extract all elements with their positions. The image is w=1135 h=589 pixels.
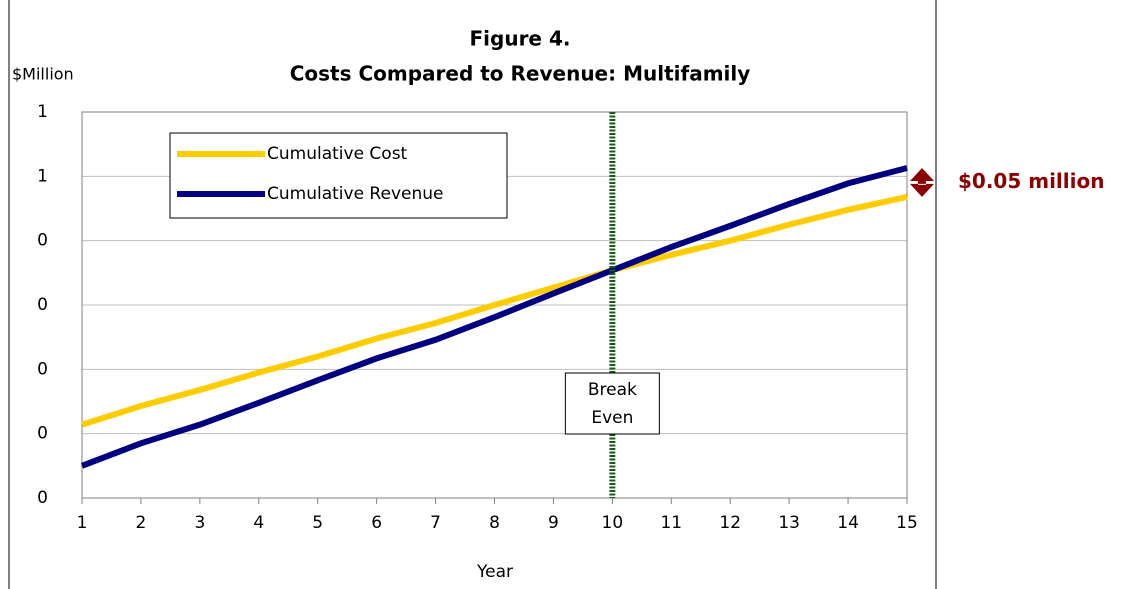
- series-line: [81, 193, 908, 428]
- x-tick-label: 11: [660, 513, 682, 533]
- x-axis-label: Year: [476, 562, 513, 582]
- y-tick-label: 1: [37, 102, 48, 122]
- x-tick-label: 3: [194, 513, 205, 533]
- x-tick-label: 1: [77, 513, 88, 533]
- x-tick-label: 14: [837, 513, 859, 533]
- y-axis-label: $Million: [12, 65, 74, 84]
- x-tick-label: 2: [136, 513, 147, 533]
- y-tick-label: 0: [37, 359, 48, 379]
- break-even-label: Break: [588, 380, 637, 400]
- chart-title: Figure 4.: [470, 27, 571, 51]
- x-tick-label: 5: [312, 513, 323, 533]
- x-tick-label: 13: [778, 513, 800, 533]
- x-tick-label: 15: [896, 513, 918, 533]
- break-even-box: [564, 372, 660, 435]
- gap-label: $0.05 million: [958, 169, 1104, 193]
- y-tick-label: 0: [37, 488, 48, 508]
- x-tick-label: 12: [719, 513, 741, 533]
- break-even-label: Even: [591, 408, 633, 428]
- legend-label: Cumulative Revenue: [267, 184, 443, 204]
- y-tick-label: 0: [37, 424, 48, 444]
- gap-arrow: [910, 167, 934, 197]
- legend-box: [169, 132, 508, 219]
- y-tick-label: 1: [37, 166, 48, 186]
- x-tick-label: 8: [489, 513, 500, 533]
- x-tick-label: 9: [548, 513, 559, 533]
- x-tick-label: 10: [602, 513, 624, 533]
- x-tick-label: 4: [253, 513, 264, 533]
- x-tick-label: 7: [430, 513, 441, 533]
- y-tick-label: 0: [37, 295, 48, 315]
- y-tick-label: 0: [37, 231, 48, 251]
- chart-title: Costs Compared to Revenue: Multifamily: [290, 62, 751, 86]
- series-line: [80, 165, 908, 469]
- legend-label: Cumulative Cost: [267, 144, 408, 164]
- x-tick-label: 6: [371, 513, 382, 533]
